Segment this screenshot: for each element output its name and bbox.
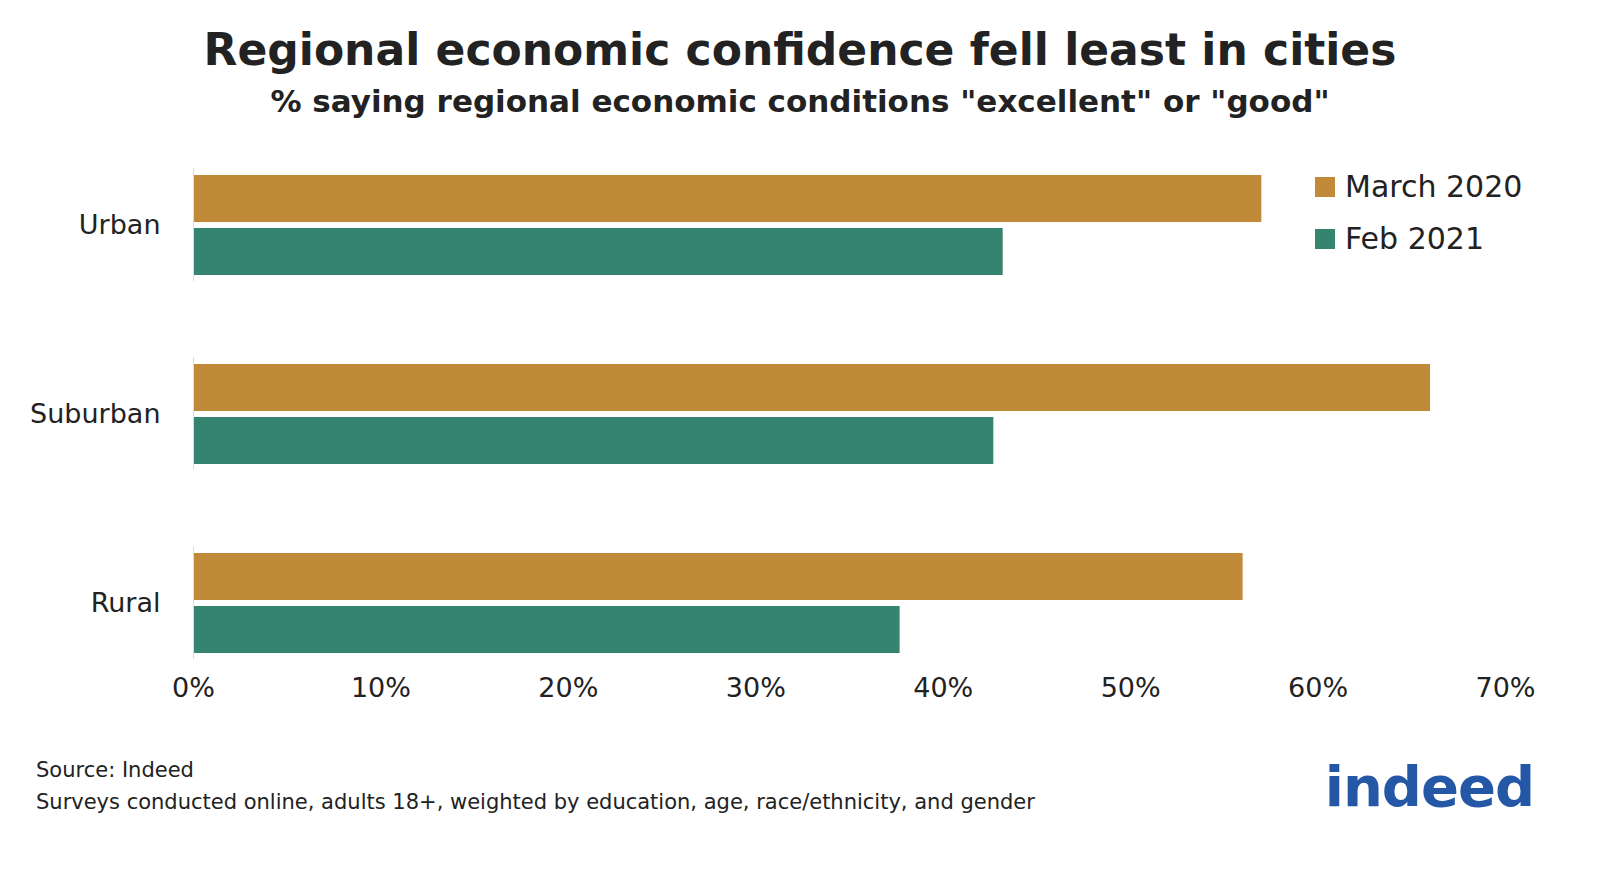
svg-text:Urban: Urban: [79, 209, 161, 240]
html-text:% saying regional economic con: % saying regional economic conditions "e…: [270, 82, 1330, 119]
svg-text:60%: 60%: [1288, 672, 1348, 703]
svg-text:10%: 10%: [351, 672, 411, 703]
html-text:Source: Indeed: Source: Indeed: [36, 758, 194, 782]
svg-text:70%: 70%: [1475, 672, 1535, 703]
svg-text:Rural: Rural: [91, 587, 161, 618]
html-text:March 2020: March 2020: [1345, 169, 1523, 204]
svg-text:40%: 40%: [913, 672, 973, 703]
html-text:Regional economic confidence f: Regional economic confidence fell least …: [203, 24, 1397, 75]
svg-text:50%: 50%: [1101, 672, 1161, 703]
svg-text:30%: 30%: [726, 672, 786, 703]
html-text:indeed: indeed: [1324, 754, 1534, 819]
svg-text:0%: 0%: [172, 672, 215, 703]
svg-text:20%: 20%: [538, 672, 598, 703]
html-text:Surveys conducted online, adul: Surveys conducted online, adults 18+, we…: [36, 790, 1035, 814]
svg-text:Suburban: Suburban: [30, 398, 160, 429]
html-text:Feb 2021: Feb 2021: [1345, 221, 1484, 256]
